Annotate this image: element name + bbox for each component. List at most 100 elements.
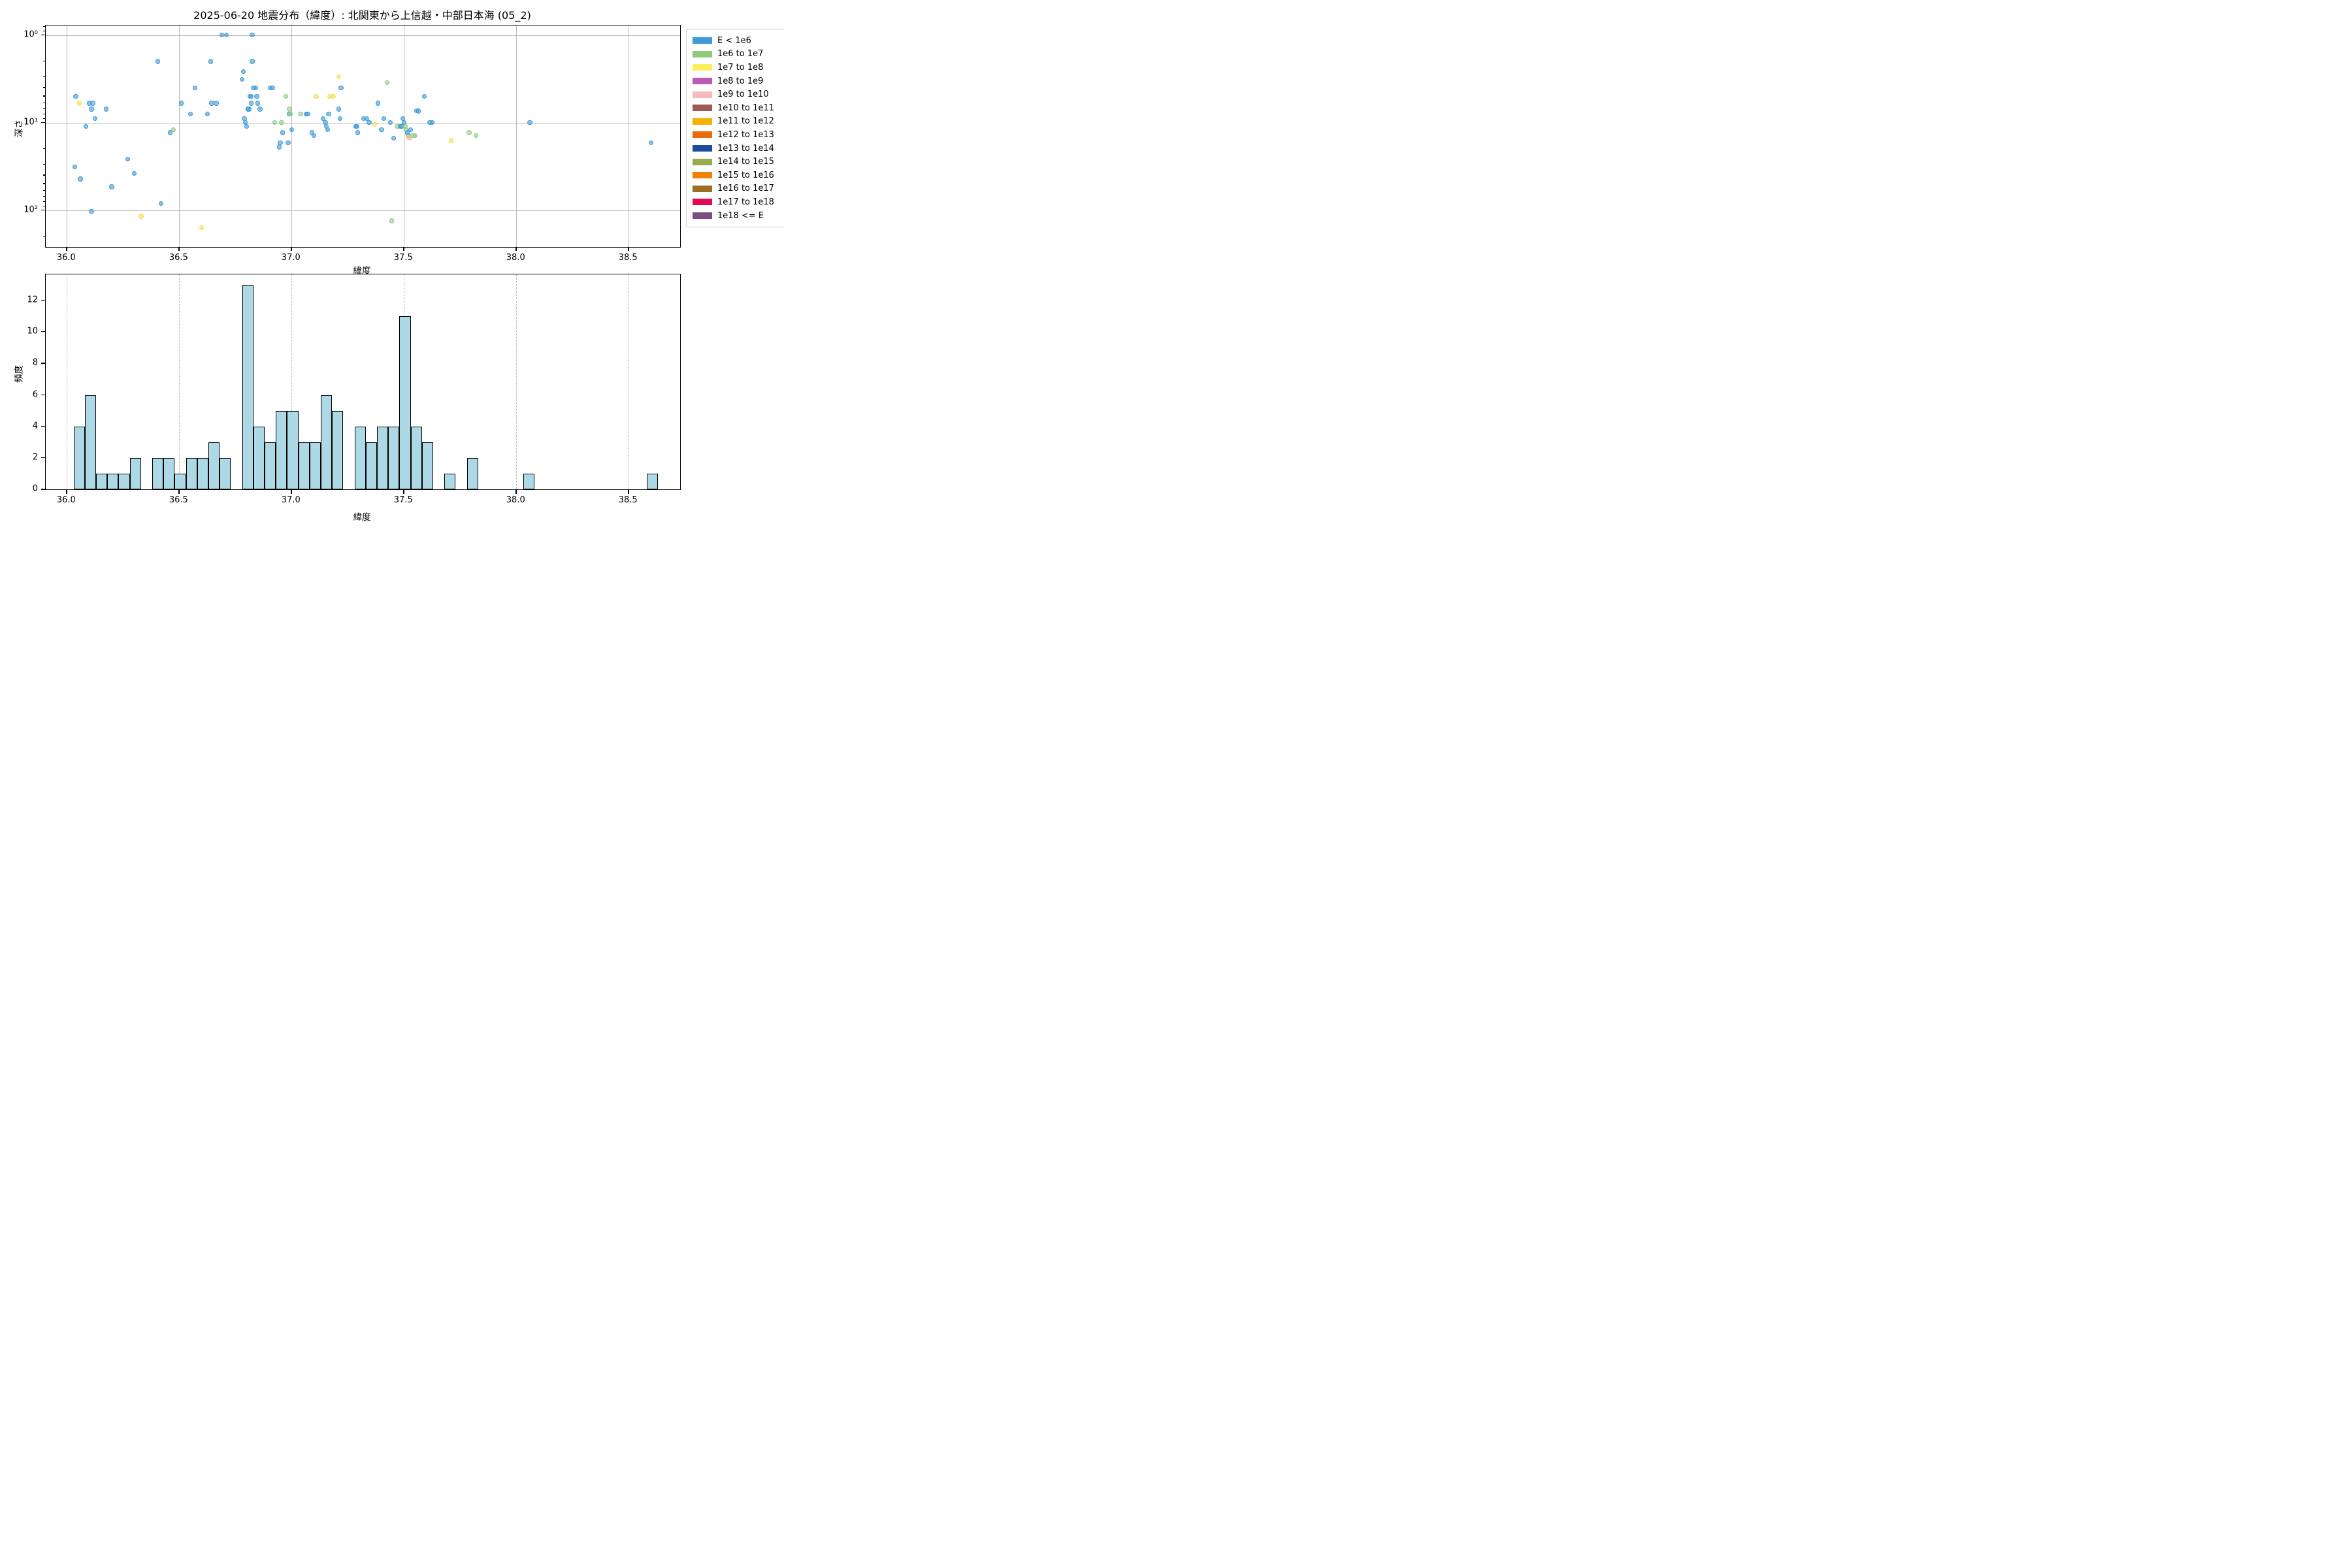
figure: 2025-06-20 地震分布（緯度）: 北関東から上信越・中部日本海 (05_… [0,0,784,523]
histogram-vertical-gridline [179,274,180,490]
legend-swatch [693,212,712,220]
scatter-point [139,214,144,219]
scatter-point [312,133,317,138]
legend-item: 1e14 to 1e15 [693,155,784,169]
scatter-point [287,112,293,117]
histogram-bar [174,474,186,490]
histogram-bar [466,458,478,490]
histogram-x-tick-label: 38.5 [618,495,638,506]
scatter-y-minor-tick [42,174,45,176]
histogram-bar [265,442,276,490]
scatter-x-tick-label: 38.0 [506,252,525,263]
legend-swatch [693,91,712,98]
scatter-y-tick-label: 10⁰ [24,29,38,40]
histogram-bar [421,442,433,490]
histogram-bar [96,474,108,490]
histogram-ylabel: 頻度 [14,365,25,383]
scatter-point [179,101,184,106]
scatter-point [253,85,258,91]
histogram-y-tick [41,425,45,427]
legend: E < 1e6 1e6 to 1e7 1e7 to 1e8 1e8 to 1e9 1e9… [686,29,784,228]
scatter-y-minor-tick [42,189,45,191]
legend-swatch [693,78,712,85]
scatter-point [250,59,255,64]
histogram-y-tick-label: 6 [32,389,38,400]
legend-swatch [693,185,712,192]
scatter-point [92,116,98,122]
scatter-vertical-gridline [179,25,180,247]
histogram-bar [197,458,209,490]
scatter-point [214,101,219,106]
scatter-point [381,116,387,122]
legend-item: E < 1e6 [693,34,784,48]
scatter-y-minor-tick [42,76,45,78]
legend-item: 1e17 to 1e18 [693,195,784,209]
histogram-bar [376,426,389,490]
scatter-vertical-gridline [291,25,293,247]
histogram-bar [298,442,310,490]
scatter-point [192,85,198,91]
scatter-point [159,201,164,206]
scatter-point [72,164,78,170]
scatter-point [131,171,137,176]
scatter-point [279,120,284,125]
scatter-point [354,123,359,129]
scatter-point [208,59,214,64]
scatter-point [326,112,331,117]
scatter-x-tick-label: 36.0 [56,252,76,263]
scatter-point [407,135,412,140]
scatter-point [257,106,263,112]
histogram-plot-area [45,274,681,491]
scatter-y-minor-tick [42,201,45,203]
legend-item-label: 1e11 to 1e12 [717,116,774,127]
scatter-point [336,106,342,112]
scatter-point [527,120,532,125]
scatter-point [109,184,114,189]
scatter-point [250,33,255,38]
histogram-bar [365,442,377,490]
scatter-y-minor-tick [42,195,45,197]
legend-item-label: 1e9 to 1e10 [717,90,769,100]
scatter-y-minor-tick [42,118,45,119]
histogram-x-tick-label: 36.0 [56,495,76,506]
legend-item-label: E < 1e6 [717,35,751,46]
legend-item: 1e11 to 1e12 [693,115,784,129]
scatter-point [372,122,378,127]
scatter-point [278,140,283,146]
scatter-y-minor-tick [42,163,45,165]
legend-item-label: 1e18 <= E [717,210,764,221]
histogram-bar [152,458,164,490]
scatter-point [284,93,289,99]
legend-swatch [693,50,712,57]
histogram-x-tick [515,490,517,494]
histogram-x-tick [178,490,180,494]
scatter-point [387,120,393,125]
scatter-point [421,93,427,99]
histogram-y-tick [41,299,45,301]
histogram-bar [410,426,422,490]
histogram-y-tick [41,331,45,333]
legend-item: 1e16 to 1e17 [693,182,784,196]
histogram-bar [129,458,141,490]
scatter-point [379,127,384,132]
scatter-point [89,106,94,112]
scatter-point [389,218,395,223]
histogram-xlabel: 緯度 [353,512,371,523]
histogram-bar [118,474,130,490]
legend-item-label: 1e7 to 1e8 [717,62,764,73]
histogram-y-tick-label: 12 [27,295,38,305]
scatter-point [298,112,303,117]
scatter-point [125,156,130,161]
legend-item: 1e7 to 1e8 [693,61,784,74]
scatter-point [305,112,310,117]
histogram-bar [646,474,658,490]
scatter-point [331,93,336,99]
scatter-point [289,127,294,132]
scatter-point [78,176,83,182]
scatter-vertical-gridline [516,25,517,247]
legend-item-label: 1e16 to 1e17 [717,184,774,194]
scatter-x-tick [66,247,67,252]
scatter-point [287,106,292,112]
histogram-vertical-gridline [291,274,293,490]
histogram-bar [321,395,333,490]
